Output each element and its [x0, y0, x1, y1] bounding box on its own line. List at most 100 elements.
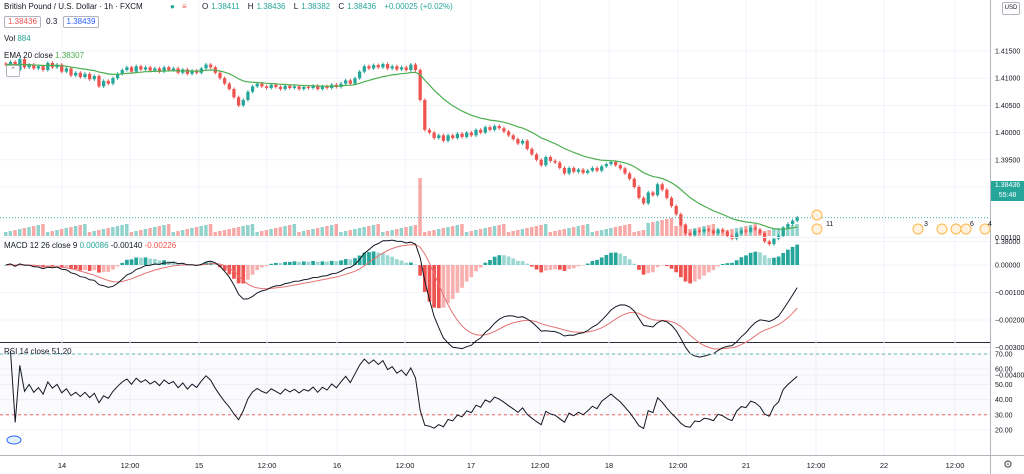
volume-bar [297, 232, 301, 236]
macd-histogram-bar [525, 263, 530, 265]
sell-button[interactable]: 1.38436 [4, 16, 41, 28]
candle-body [218, 72, 222, 79]
candle-body [697, 230, 702, 232]
volume-bar [530, 227, 534, 236]
candle-body [316, 85, 320, 90]
countdown-value: 55:48 [998, 192, 1017, 199]
volume-bar [125, 224, 129, 236]
candle-body [721, 229, 725, 232]
candle-body [339, 83, 343, 87]
volume-bar [278, 227, 283, 236]
buy-button[interactable]: 1.38439 [62, 16, 100, 28]
candle-body [78, 72, 82, 78]
volume-bar [395, 229, 399, 236]
candle-body [69, 68, 73, 76]
candle-body [320, 86, 325, 90]
volume-bar [390, 230, 394, 236]
macd-histogram-bar [297, 261, 301, 265]
rsi-legend[interactable]: RSI 14 close 51.20 [4, 347, 72, 356]
volume-bar [464, 232, 469, 236]
macd-histogram-bar [520, 261, 525, 265]
currency-button[interactable]: USD [1002, 2, 1020, 15]
macd-histogram-bar [343, 259, 348, 265]
macd-histogram-bar [125, 259, 129, 265]
candle-body [274, 84, 278, 87]
candle-body [404, 67, 408, 71]
volume-bar [306, 230, 311, 236]
candle-body [209, 64, 213, 68]
price-tick-label: 1.41000 [995, 76, 1020, 83]
volume-bar [213, 232, 217, 236]
volume-bar [730, 229, 734, 236]
volume-bar [618, 226, 622, 236]
candle-body [362, 66, 366, 72]
volume-bar [502, 224, 506, 236]
candle-body [167, 67, 171, 71]
candle-body [269, 84, 273, 88]
macd-histogram-bar [180, 263, 185, 265]
candle-body [544, 157, 548, 166]
volume-bar [92, 231, 96, 236]
candle-body [744, 230, 748, 232]
candle-body [250, 86, 255, 92]
candle-body [232, 89, 236, 98]
macd-legend[interactable]: MACD 12 26 close 9 0.00086 -0.00140 -0.0… [4, 241, 176, 250]
macd-histogram-bar [627, 259, 632, 265]
event-marker-icon [936, 223, 948, 235]
macd-histogram-bar [776, 256, 781, 265]
macd-histogram-bar [669, 265, 674, 269]
chevron-up-icon[interactable]: ⌃ [6, 65, 20, 77]
volume-bar [367, 226, 371, 236]
candle-body [8, 61, 13, 65]
volume-bar [539, 225, 543, 236]
macd-histogram-bar [530, 265, 534, 267]
candle-body [735, 233, 739, 239]
volume-bar [50, 231, 55, 236]
candle-body [223, 78, 227, 84]
volume-bar [194, 227, 199, 236]
macd-histogram-bar [55, 265, 59, 266]
volume-bar [413, 225, 418, 236]
candle-body [22, 59, 27, 68]
time-tick-label: 16 [333, 461, 341, 470]
volume-bar [185, 229, 190, 236]
macd-histogram-bar [138, 257, 143, 265]
volume-legend[interactable]: Vol 884 [4, 34, 31, 43]
volume-bar [786, 226, 790, 236]
volume-bar [357, 228, 362, 236]
macd-histogram-bar [609, 252, 613, 265]
volume-bar [162, 225, 166, 236]
gear-icon[interactable]: ⚙ [1003, 459, 1013, 471]
volume-bar [287, 225, 292, 236]
rsi-tick-label: 20.00 [995, 428, 1013, 435]
volume-bar [236, 227, 241, 236]
ema-legend[interactable]: EMA 20 close 1.38307 [4, 51, 84, 60]
volume-bar [315, 228, 320, 236]
macd-histogram-bar [706, 265, 711, 273]
candle-body [493, 126, 497, 130]
menu-icon[interactable]: ≡ [182, 2, 187, 11]
macd-histogram-bar [455, 265, 460, 293]
macd-histogram-bar [660, 265, 665, 266]
volume-bar [553, 231, 557, 236]
candle-body [790, 220, 795, 224]
volume-bar [422, 232, 427, 236]
candle-body [655, 184, 660, 196]
rsi-tick-label: 40.00 [995, 397, 1013, 404]
quote-bar: 1.38436 0.3 1.38439 [4, 16, 100, 28]
volume-bar [8, 231, 13, 236]
candle-body [246, 91, 250, 100]
macd-histogram-bar [273, 262, 278, 265]
macd-histogram-bar [227, 265, 232, 275]
volume-bar [488, 227, 492, 236]
volume-bar [339, 232, 343, 236]
macd-histogram-bar [730, 262, 734, 265]
macd-histogram-bar [590, 261, 595, 265]
candle-body [311, 85, 315, 88]
macd-histogram-bar [655, 265, 660, 268]
macd-histogram-bar [120, 262, 125, 265]
macd-histogram-bar [557, 265, 562, 270]
macd-histogram-bar [134, 257, 139, 265]
volume-bar [613, 227, 618, 236]
